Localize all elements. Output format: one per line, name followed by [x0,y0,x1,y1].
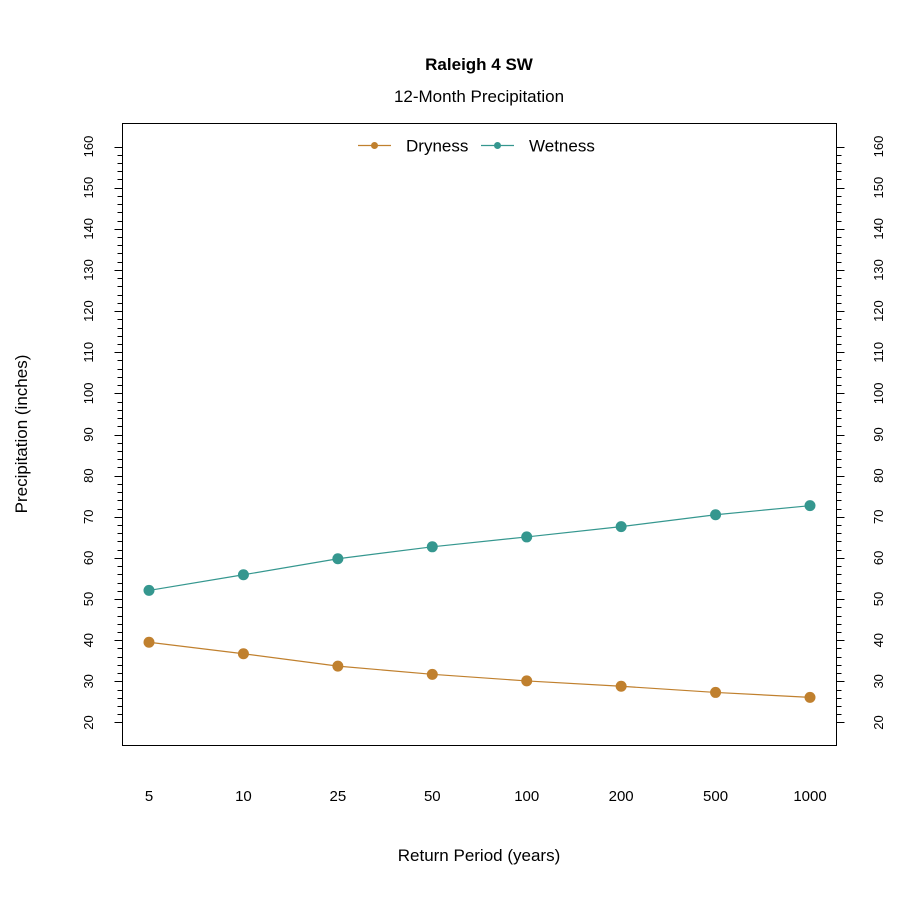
y-tick-label-left: 50 [81,592,96,606]
data-point-wetness [615,521,627,533]
y-tick-label-right: 40 [871,633,886,647]
x-tick-label: 200 [609,788,634,805]
legend-label-dryness: Dryness [406,137,468,156]
data-point-wetness [332,553,344,565]
data-point-wetness [143,584,155,596]
data-point-dryness [521,675,533,687]
y-tick-label-right: 70 [871,510,886,524]
y-tick-label-right: 30 [871,674,886,688]
y-tick-label-left: 80 [81,468,96,482]
data-point-dryness [143,636,155,648]
y-tick-label-right: 80 [871,468,886,482]
y-tick-label-left: 160 [81,136,96,158]
legend-marker-dryness [371,142,378,149]
legend-label-wetness: Wetness [529,137,595,156]
y-tick-label-right: 140 [871,218,886,240]
x-tick-label: 500 [703,788,728,805]
series-line-dryness [148,641,811,698]
data-point-dryness [237,648,249,660]
data-point-wetness [237,569,249,581]
series-line-wetness [148,505,811,592]
data-point-wetness [426,541,438,553]
plot-frame [122,123,837,746]
x-tick-label: 5 [145,788,153,805]
data-point-dryness [426,668,438,680]
legend-marker-wetness [494,142,501,149]
x-tick-label: 50 [424,788,441,805]
y-tick-label-right: 150 [871,177,886,199]
y-tick-label-right: 100 [871,383,886,405]
y-tick-label-left: 110 [81,342,96,363]
data-point-dryness [615,680,627,692]
y-tick-label-left: 60 [81,551,96,565]
x-tick-label: 25 [330,788,347,805]
data-point-wetness [521,531,533,543]
y-tick-label-left: 90 [81,427,96,441]
chart-title: Raleigh 4 SW [425,55,534,74]
y-tick-label-left: 140 [81,218,96,240]
y-tick-label-right: 50 [871,592,886,606]
y-tick-label-left: 30 [81,674,96,688]
x-tick-label: 10 [235,788,252,805]
data-point-dryness [332,660,344,672]
y-tick-label-left: 130 [81,259,96,281]
chart-subtitle: 12-Month Precipitation [394,87,564,106]
y-tick-label-right: 130 [871,259,886,281]
y-tick-label-right: 110 [871,342,886,363]
y-tick-label-right: 60 [871,551,886,565]
data-point-dryness [710,686,722,698]
data-point-wetness [710,509,722,521]
y-tick-label-right: 160 [871,136,886,158]
y-tick-label-left: 40 [81,633,96,647]
y-tick-label-left: 120 [81,300,96,322]
x-tick-label: 1000 [793,788,826,805]
y-tick-label-left: 20 [81,715,96,729]
data-point-dryness [804,691,816,703]
data-point-wetness [804,500,816,512]
legend: Dryness Wetness [358,137,595,156]
y-tick-label-left: 100 [81,383,96,405]
y-tick-label-right: 20 [871,715,886,729]
y-tick-label-right: 90 [871,427,886,441]
y-tick-label-left: 150 [81,177,96,199]
x-axis-label: Return Period (years) [398,846,561,865]
y-tick-label-right: 120 [871,300,886,322]
y-tick-label-left: 70 [81,510,96,524]
x-tick-label: 100 [514,788,539,805]
y-axis-label: Precipitation (inches) [12,355,31,514]
